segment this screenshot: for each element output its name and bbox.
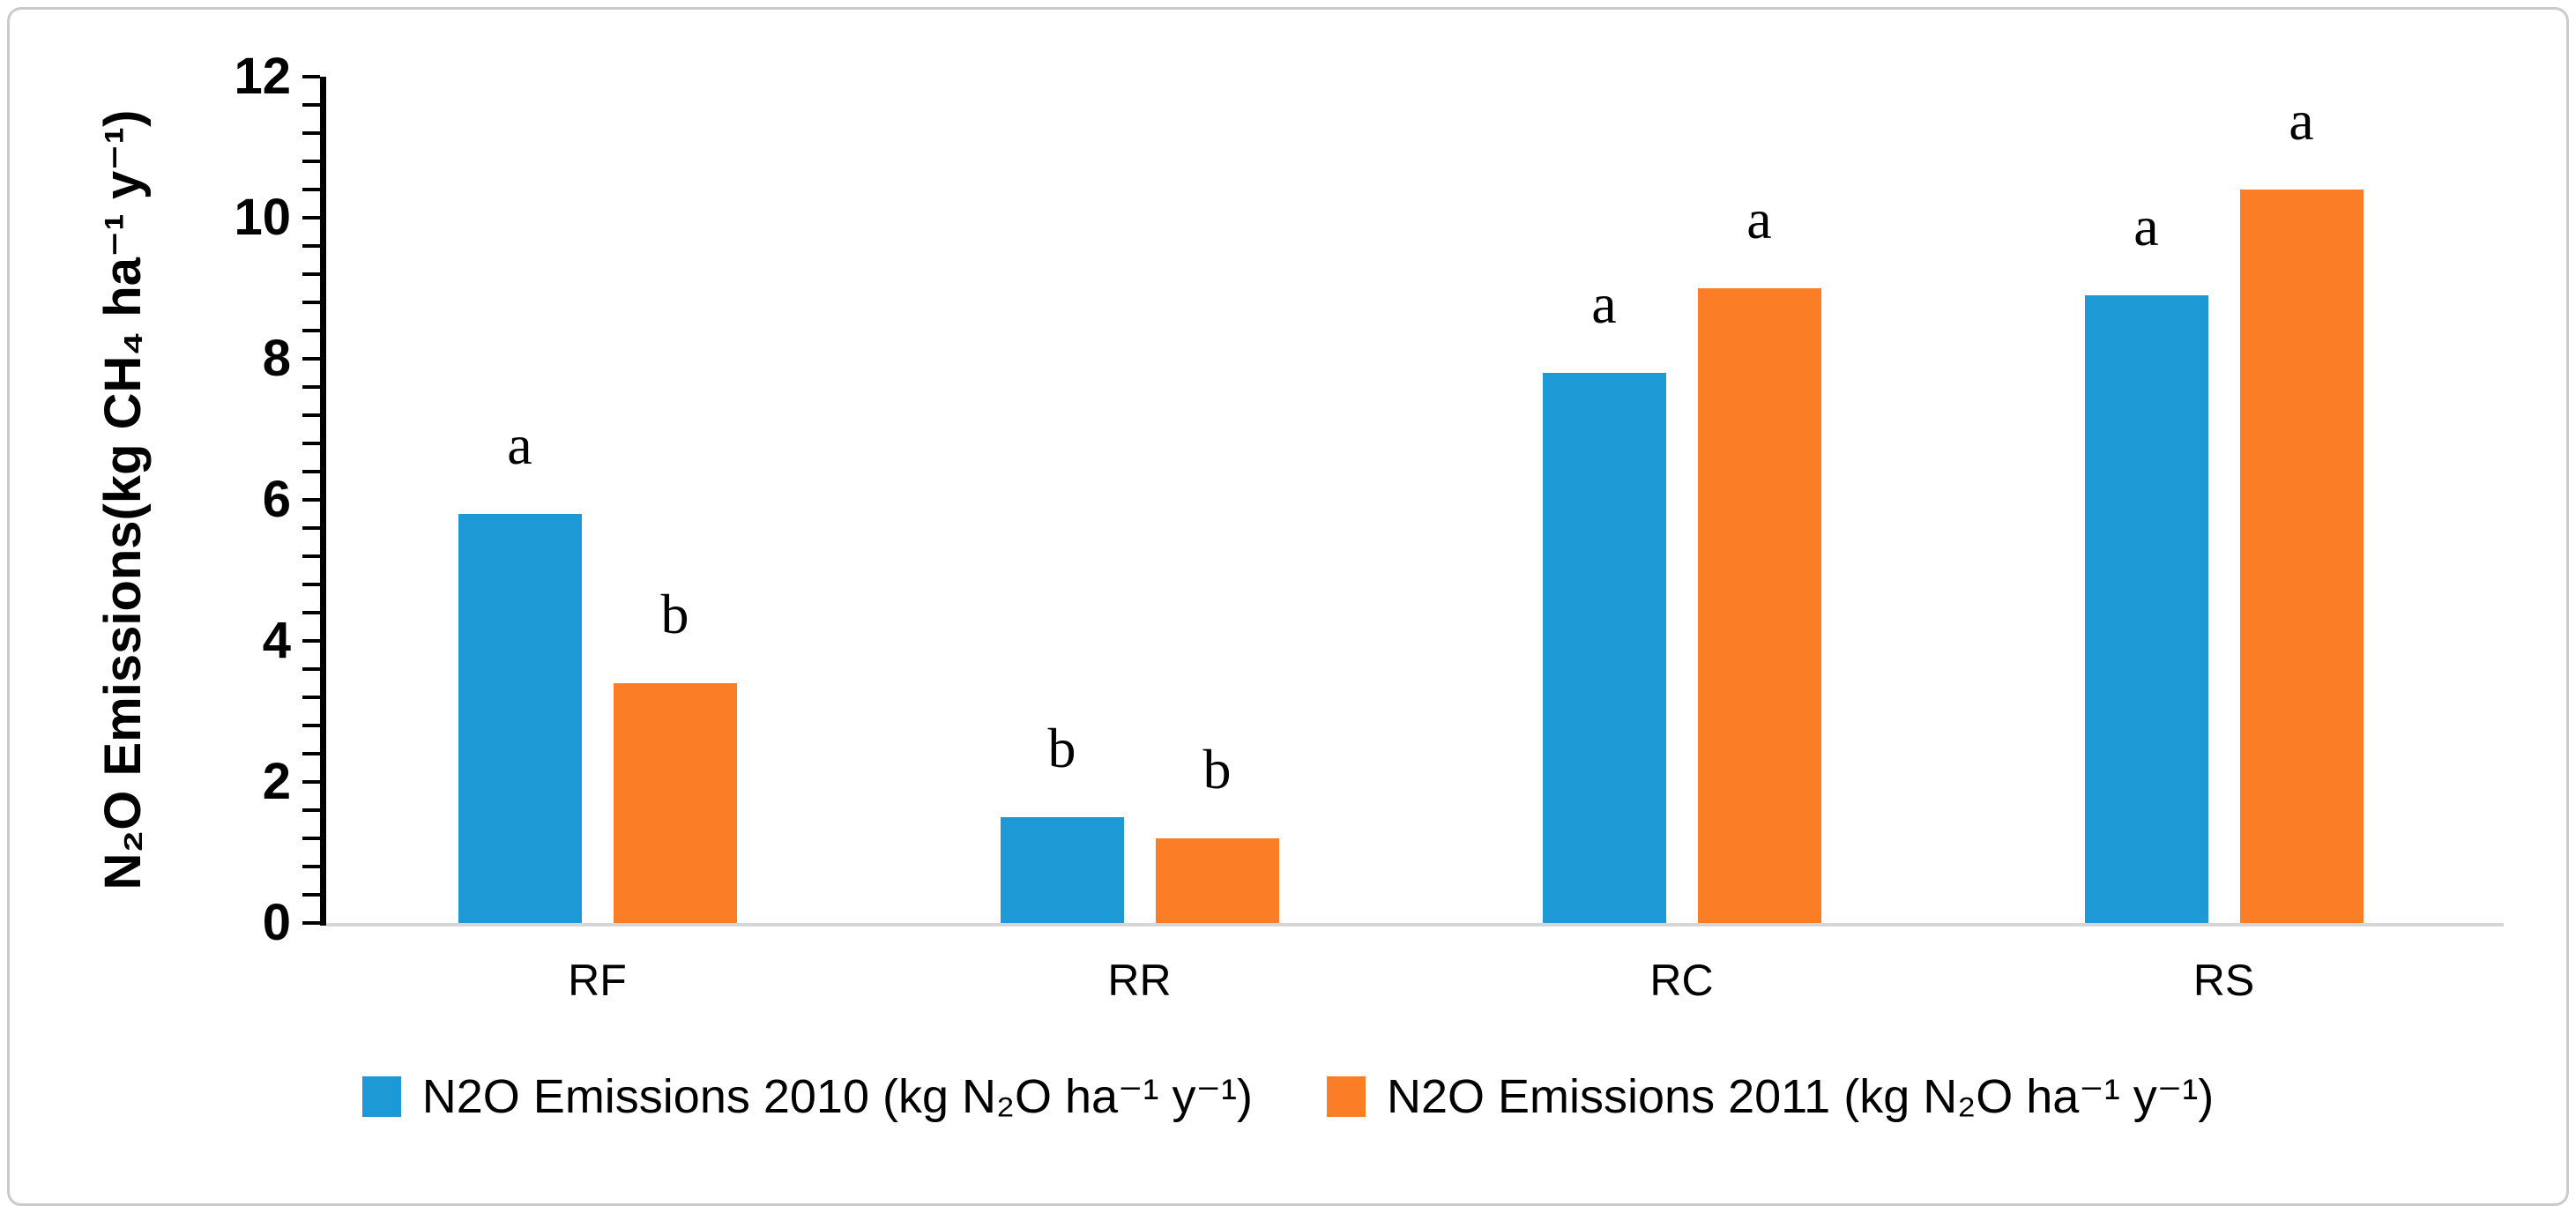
legend-label-2010: N2O Emissions 2010 (kg N₂O ha⁻¹ y⁻¹) bbox=[421, 1070, 1253, 1123]
y-minor-tick bbox=[302, 470, 320, 473]
y-minor-tick bbox=[302, 893, 320, 897]
bar-RC-2010 bbox=[1542, 373, 1666, 923]
bar-RS-2010 bbox=[2084, 295, 2208, 923]
y-minor-tick bbox=[302, 442, 320, 445]
y-minor-tick bbox=[302, 526, 320, 530]
y-minor-tick bbox=[302, 131, 320, 135]
y-axis-line bbox=[320, 77, 326, 926]
y-tick-label: 4 bbox=[262, 612, 291, 669]
y-minor-tick bbox=[302, 103, 320, 107]
y-minor-tick bbox=[302, 837, 320, 840]
y-minor-tick bbox=[302, 272, 320, 276]
y-minor-tick bbox=[302, 583, 320, 586]
bar-RR-2011 bbox=[1155, 838, 1279, 923]
x-axis-line bbox=[326, 923, 2504, 926]
y-minor-tick bbox=[302, 752, 320, 755]
y-minor-tick bbox=[302, 160, 320, 163]
x-category-label-RC: RC bbox=[1649, 956, 1714, 1005]
y-minor-tick bbox=[302, 639, 320, 643]
bar-RR-2010 bbox=[1000, 817, 1124, 923]
bar-RF-2010 bbox=[458, 514, 582, 923]
y-minor-tick bbox=[302, 357, 320, 361]
y-minor-tick bbox=[302, 413, 320, 417]
sig-letter-RR-2010: b bbox=[1047, 717, 1076, 779]
x-category-label-RS: RS bbox=[2193, 956, 2255, 1005]
y-minor-tick bbox=[302, 696, 320, 699]
y-tick-label: 2 bbox=[262, 753, 291, 810]
y-tick-label: 8 bbox=[262, 330, 291, 387]
legend-item-2011: N2O Emissions 2011 (kg N₂O ha⁻¹ y⁻¹) bbox=[1327, 1068, 2214, 1125]
sig-letter-RS-2010: a bbox=[2133, 195, 2159, 257]
y-minor-tick bbox=[302, 554, 320, 558]
y-tick-label: 6 bbox=[262, 471, 291, 528]
legend-label-2011: N2O Emissions 2011 (kg N₂O ha⁻¹ y⁻¹) bbox=[1387, 1070, 2215, 1123]
y-minor-tick bbox=[302, 244, 320, 248]
sig-letter-RR-2011: b bbox=[1202, 738, 1232, 800]
x-category-label-RR: RR bbox=[1107, 956, 1172, 1005]
y-minor-tick bbox=[302, 667, 320, 671]
y-minor-tick bbox=[302, 216, 320, 220]
y-tick-label: 0 bbox=[262, 894, 291, 951]
y-tick-label: 12 bbox=[234, 48, 291, 105]
bar-RS-2011 bbox=[2239, 190, 2364, 923]
y-minor-tick bbox=[302, 611, 320, 614]
y-minor-tick bbox=[302, 301, 320, 304]
y-minor-tick bbox=[302, 385, 320, 389]
y-minor-tick bbox=[302, 780, 320, 784]
y-minor-tick bbox=[302, 498, 320, 502]
legend-item-2010: N2O Emissions 2010 (kg N₂O ha⁻¹ y⁻¹) bbox=[361, 1068, 1253, 1125]
x-category-label-RF: RF bbox=[568, 956, 627, 1005]
legend-swatch-2010 bbox=[361, 1076, 401, 1117]
y-minor-tick bbox=[302, 921, 320, 925]
y-minor-tick bbox=[302, 865, 320, 868]
sig-letter-RF-2010: a bbox=[507, 413, 532, 476]
sig-letter-RS-2011: a bbox=[2289, 89, 2314, 152]
sig-letter-RC-2010: a bbox=[1591, 272, 1617, 335]
chart-legend: N2O Emissions 2010 (kg N₂O ha⁻¹ y⁻¹) N2O … bbox=[0, 1068, 2576, 1125]
y-minor-tick bbox=[302, 188, 320, 191]
y-minor-tick bbox=[302, 75, 320, 78]
sig-letter-RF-2011: b bbox=[660, 583, 689, 645]
y-minor-tick bbox=[302, 329, 320, 332]
legend-swatch-2011 bbox=[1327, 1076, 1366, 1117]
y-minor-tick bbox=[302, 724, 320, 727]
y-minor-tick bbox=[302, 808, 320, 812]
sig-letter-RC-2011: a bbox=[1746, 188, 1772, 250]
bar-RC-2011 bbox=[1697, 288, 1821, 923]
y-tick-label: 10 bbox=[234, 189, 291, 246]
bar-RF-2011 bbox=[613, 683, 737, 923]
